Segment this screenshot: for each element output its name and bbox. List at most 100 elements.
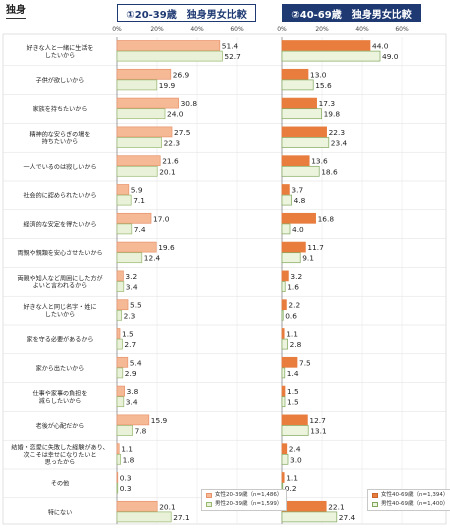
axis-tick-label: 60% — [230, 26, 244, 33]
bar-value-label: 5.5 — [130, 301, 142, 310]
bar-value-label: 2.9 — [125, 369, 137, 378]
category-label-line: 持ちたいから — [42, 138, 79, 146]
bar-20-39-male — [116, 453, 121, 465]
bar-40-69-female — [281, 212, 316, 224]
category-label: 好きな人と一緒に生活をしたいから — [26, 44, 93, 59]
bar-value-label: 26.9 — [173, 70, 190, 79]
bar-40-69-male — [281, 425, 309, 436]
bar-40-69-female — [281, 299, 287, 311]
category-label-line: 家から出たいから — [36, 364, 85, 372]
bar-value-label: 20.1 — [159, 167, 176, 176]
bar-value-label: 51.4 — [222, 42, 239, 51]
bar-20-39-female — [116, 155, 161, 167]
bar-value-label: 3.2 — [125, 272, 137, 281]
bar-20-39-female — [116, 472, 119, 483]
bar-20-39-female — [116, 68, 172, 80]
bar-value-label: 1.1 — [286, 474, 298, 483]
category-label-line: 減らしたいから — [39, 397, 82, 405]
legend-swatch-male-20-39 — [206, 502, 212, 507]
category-label-line: 経済的な安定を得たいから — [23, 220, 96, 228]
category-label: 好きな人と同じ名字・姓にしたいから — [23, 303, 96, 318]
legend-label-female-20-39: 女性20-39歳（n=1,486） — [215, 492, 283, 498]
bar-value-label: 2.8 — [290, 340, 302, 349]
bar-value-label: 22.1 — [328, 502, 345, 511]
bar-40-69-male — [281, 309, 284, 321]
legend-item-male-40-69: 男性40-69歳（n=1,400） — [372, 500, 448, 509]
category-label-line: 思ったから — [45, 459, 75, 466]
bar-20-39-female — [116, 500, 158, 512]
legend-item-female-40-69: 女性40-69歳（n=1,394） — [372, 491, 448, 500]
category-label: 結婚・恋愛に失敗した経験があり、次こそは幸せになりたいと思ったから — [11, 443, 108, 466]
page-title: 独身 — [6, 4, 26, 19]
bar-value-label: 2.4 — [289, 445, 301, 454]
axis-tick-label: 60% — [395, 26, 409, 33]
bar-value-label: 17.3 — [319, 99, 336, 108]
category-label-line: 精神的な安らぎの場を — [30, 130, 91, 138]
bar-value-label: 15.6 — [315, 81, 332, 90]
bar-20-39-male — [116, 165, 158, 177]
bar-40-69-male — [281, 396, 286, 408]
bar-value-label: 23.4 — [331, 139, 348, 148]
category-label-line: 仕事や家事の負担を — [33, 390, 88, 398]
category-label-line: 次こそは幸せになりたいと — [23, 451, 96, 459]
bar-value-label: 22.3 — [164, 139, 181, 148]
axis-tick-label: 20% — [150, 26, 164, 33]
bar-value-label: 4.8 — [294, 196, 306, 205]
bar-value-label: 1.4 — [287, 369, 299, 378]
category-label: 一人でいるのは寂しいから — [23, 163, 96, 171]
bar-40-69-male — [281, 194, 292, 206]
bar-20-39-female — [116, 126, 173, 138]
category-label: 家を守る必要があるから — [26, 336, 93, 344]
bar-value-label: 0.3 — [120, 484, 132, 493]
axis-tick-label: 20% — [315, 26, 329, 33]
axis-tick-label: 40% — [190, 26, 204, 33]
bar-20-39-male — [116, 338, 123, 350]
bar-value-label: 17.0 — [153, 214, 170, 223]
bar-40-69-male — [281, 367, 286, 379]
bar-40-69-female — [281, 356, 298, 368]
category-label-line: 好きな人と一緒に生活を — [26, 44, 93, 52]
category-label-line: 家を守る必要があるから — [26, 336, 93, 344]
category-label: 経済的な安定を得たいから — [23, 220, 96, 228]
bar-20-39-female — [116, 328, 121, 339]
bar-value-label: 7.1 — [133, 196, 145, 205]
category-label: 老後が心配だから — [36, 422, 85, 430]
category-label: 仕事や家事の負担を減らしたいから — [33, 390, 88, 405]
bar-20-39-female — [116, 97, 179, 109]
bar-value-label: 7.5 — [299, 358, 311, 367]
bar-40-69-female — [281, 40, 371, 51]
bar-value-label: 49.0 — [382, 52, 399, 61]
bar-20-39-female — [116, 241, 157, 253]
bar-value-label: 1.6 — [287, 283, 299, 292]
bar-40-69-female — [281, 241, 306, 253]
legend-chart-2: 女性40-69歳（n=1,394） 男性40-69歳（n=1,400） — [367, 489, 450, 511]
bar-40-69-female — [281, 155, 310, 167]
bar-20-39-male — [116, 281, 125, 292]
bar-value-label: 1.1 — [121, 445, 133, 454]
bar-40-69-male — [281, 165, 320, 177]
bar-20-39-male — [116, 252, 143, 264]
bar-value-label: 19.6 — [158, 243, 175, 252]
category-label: 家族を持ちたいから — [33, 105, 88, 113]
bar-20-39-female — [116, 356, 129, 368]
category-label-line: 特にない — [48, 508, 72, 516]
bar-value-label: 12.7 — [309, 416, 326, 425]
bar-value-label: 2.3 — [124, 311, 136, 320]
category-label: 社会的に認められたいから — [23, 192, 96, 200]
bar-20-39-female — [116, 184, 130, 195]
bar-40-69-female — [281, 126, 327, 138]
bar-value-label: 1.5 — [287, 398, 299, 407]
bar-20-39-male — [116, 137, 162, 148]
bar-value-label: 3.4 — [126, 283, 138, 292]
bar-value-label: 15.9 — [151, 416, 168, 425]
axis-tick-label: 40% — [355, 26, 369, 33]
bar-40-69-female — [281, 328, 285, 339]
bar-value-label: 13.1 — [310, 427, 327, 436]
bar-20-39-female — [116, 414, 150, 426]
legend-label-male-20-39: 男性20-39歳（n=1,599） — [215, 501, 283, 507]
bar-20-39-male — [116, 511, 172, 523]
axis-tick-label: 0% — [277, 26, 287, 33]
bar-20-39-male — [116, 482, 119, 494]
legend-swatch-female-40-69 — [372, 493, 378, 498]
